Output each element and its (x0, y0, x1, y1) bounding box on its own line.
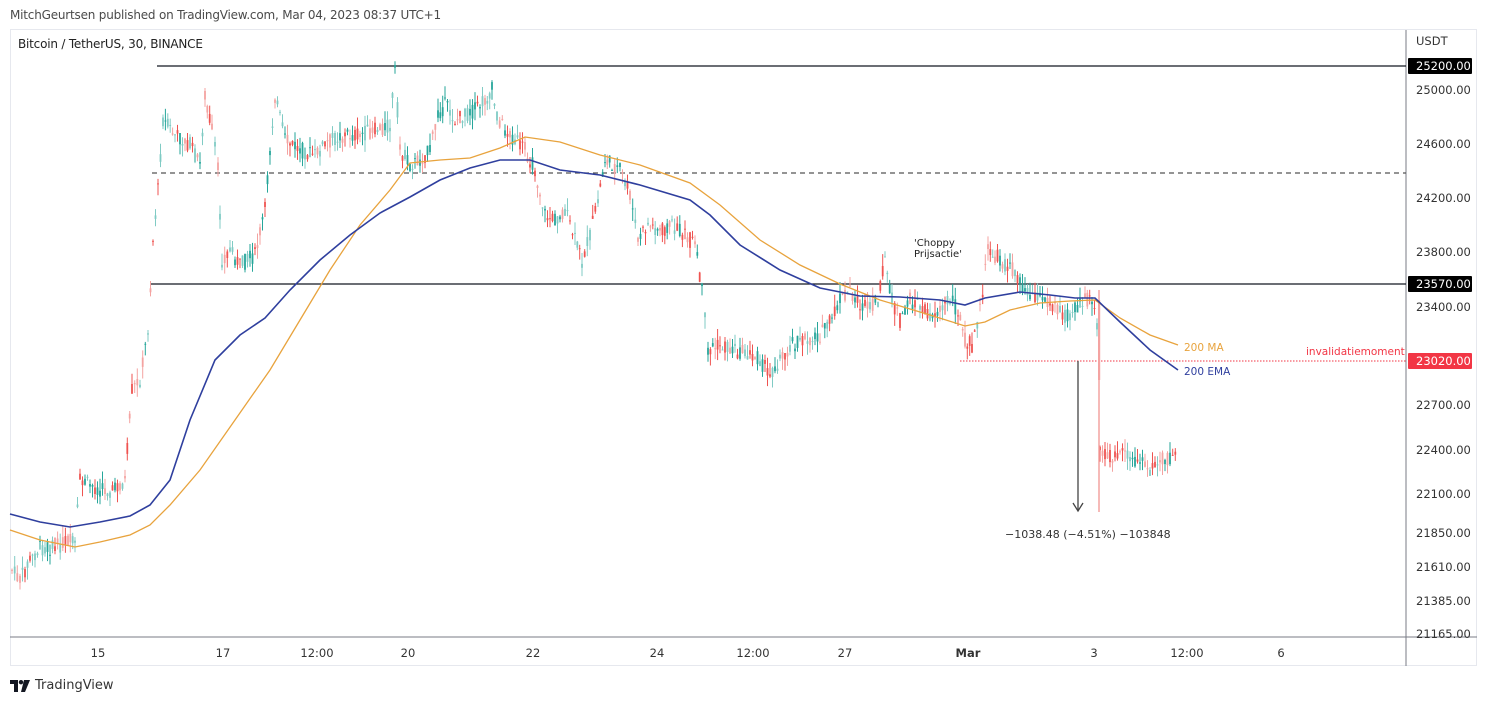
symbol-title: Bitcoin / TetherUS, 30, BINANCE (18, 37, 203, 51)
price-label-badge (1408, 353, 1472, 369)
price-label: 22400.00 (1416, 443, 1471, 457)
price-label-badge (1408, 276, 1472, 292)
price-label: 24600.00 (1416, 137, 1471, 151)
ema-label: 200 EMA (1184, 366, 1231, 378)
price-label: 22700.00 (1416, 398, 1471, 412)
tradingview-logo-icon (10, 679, 30, 692)
brand-text: TradingView (35, 678, 114, 693)
currency-label: USDT (1416, 34, 1449, 48)
time-label: 20 (401, 646, 416, 660)
time-label: 3 (1090, 646, 1097, 660)
time-label: 12:00 (300, 646, 333, 660)
tradingview-brand[interactable]: TradingView (10, 678, 114, 693)
price-label: 25000.00 (1416, 83, 1471, 97)
candlesticks (11, 61, 1177, 590)
time-label: 12:00 (1170, 646, 1203, 660)
time-label: 12:00 (736, 646, 769, 660)
price-label: 21850.00 (1416, 526, 1471, 540)
price-label-badge (1408, 58, 1472, 74)
ma-label: 200 MA (1184, 342, 1224, 354)
choppy-annotation-line1: 'Choppy (914, 238, 955, 249)
price-label: 24200.00 (1416, 191, 1471, 205)
time-label: 17 (216, 646, 231, 660)
chart-frame (10, 29, 1477, 666)
time-label: Mar (956, 646, 981, 660)
time-label: 24 (650, 646, 665, 660)
time-label: 6 (1277, 646, 1284, 660)
choppy-annotation-line2: Prijsactie' (914, 249, 962, 260)
time-label: 22 (526, 646, 541, 660)
price-label: 23570.00 (1416, 277, 1471, 291)
price-label: 23400.00 (1416, 300, 1471, 314)
price-label: 25200.00 (1416, 59, 1471, 73)
time-label: 27 (838, 646, 853, 660)
ema-200-line (9, 159, 1179, 528)
time-axis[interactable]: 15 17 12:00 20 22 24 12:00 27 Mar 3 12:00 6 (91, 646, 1285, 660)
time-label: 15 (91, 646, 106, 660)
price-axis[interactable]: 25200.00 25000.00 24600.00 24200.00 23800.00… (1408, 58, 1472, 641)
price-label: 23800.00 (1416, 245, 1471, 259)
price-label: 21610.00 (1416, 560, 1471, 574)
publish-info: MitchGeurtsen published on TradingView.c… (10, 8, 441, 22)
arrow-down-icon (1072, 502, 1084, 513)
price-label: 21165.00 (1416, 627, 1471, 641)
ma-200-line (9, 136, 1179, 548)
price-label: 23020.00 (1416, 354, 1471, 368)
price-label: 22100.00 (1416, 487, 1471, 501)
measure-label: −1038.48 (−4.51%) −103848 (1005, 528, 1171, 541)
invalidation-label: invalidatiemoment (1306, 346, 1405, 358)
price-label: 21385.00 (1416, 594, 1471, 608)
